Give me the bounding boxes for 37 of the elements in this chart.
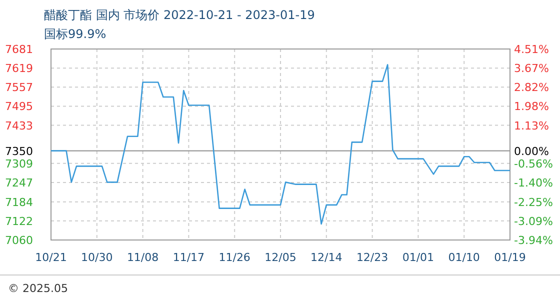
chart-title: 醋酸丁酯 国内 市场价 2022-10-21 - 2023-01-19 bbox=[44, 8, 315, 22]
x-tick-label: 11/26 bbox=[218, 251, 250, 264]
x-tick-label: 12/14 bbox=[310, 251, 342, 264]
x-tick-label: 01/10 bbox=[448, 251, 480, 264]
x-tick-label: 11/17 bbox=[172, 251, 205, 264]
y2-tick-label: 4.51% bbox=[514, 43, 549, 56]
y-tick-label: 7495 bbox=[5, 100, 33, 114]
y-tick-label: 7433 bbox=[5, 119, 33, 132]
y2-tick-label: 1.98% bbox=[514, 100, 549, 114]
y2-tick-label: -0.56% bbox=[514, 158, 553, 171]
y-tick-label: 7184 bbox=[5, 196, 33, 209]
y-tick-label: 7247 bbox=[5, 176, 33, 190]
y2-tick-label: -2.25% bbox=[514, 196, 553, 209]
y-tick-label: 7309 bbox=[5, 157, 33, 170]
text: © 2025.05 bbox=[8, 282, 68, 295]
y2-tick-label: 1.13% bbox=[514, 119, 549, 132]
x-tick-label: 10/30 bbox=[81, 251, 113, 264]
y2-tick-label: -3.09% bbox=[514, 214, 553, 228]
y2-tick-label: -1.40% bbox=[514, 176, 553, 190]
chart-subtitle: 国标99.9% bbox=[44, 27, 106, 41]
y2-tick-label: 3.67% bbox=[514, 62, 549, 75]
x-tick-label: 12/23 bbox=[356, 251, 388, 264]
x-tick-label: 12/05 bbox=[264, 251, 296, 264]
y-tick-label: 7619 bbox=[5, 62, 33, 76]
y-tick-label: 7557 bbox=[5, 81, 33, 94]
line-series bbox=[50, 64, 511, 225]
y-tick-label: 7681 bbox=[5, 43, 33, 56]
y2-tick-label: -3.94% bbox=[514, 234, 553, 247]
y-tick-label: 7060 bbox=[5, 234, 33, 247]
y2-tick-label: 2.82% bbox=[514, 81, 549, 94]
y-tick-label: 7122 bbox=[5, 214, 33, 228]
x-tick-label: 01/19 bbox=[494, 251, 526, 264]
y-tick-label: 7350 bbox=[5, 144, 33, 158]
x-tick-label: 11/08 bbox=[126, 251, 159, 264]
x-tick-label: 01/01 bbox=[402, 251, 434, 264]
x-tick-label: 10/21 bbox=[35, 251, 67, 264]
y2-tick-label: 0.00% bbox=[514, 144, 549, 158]
